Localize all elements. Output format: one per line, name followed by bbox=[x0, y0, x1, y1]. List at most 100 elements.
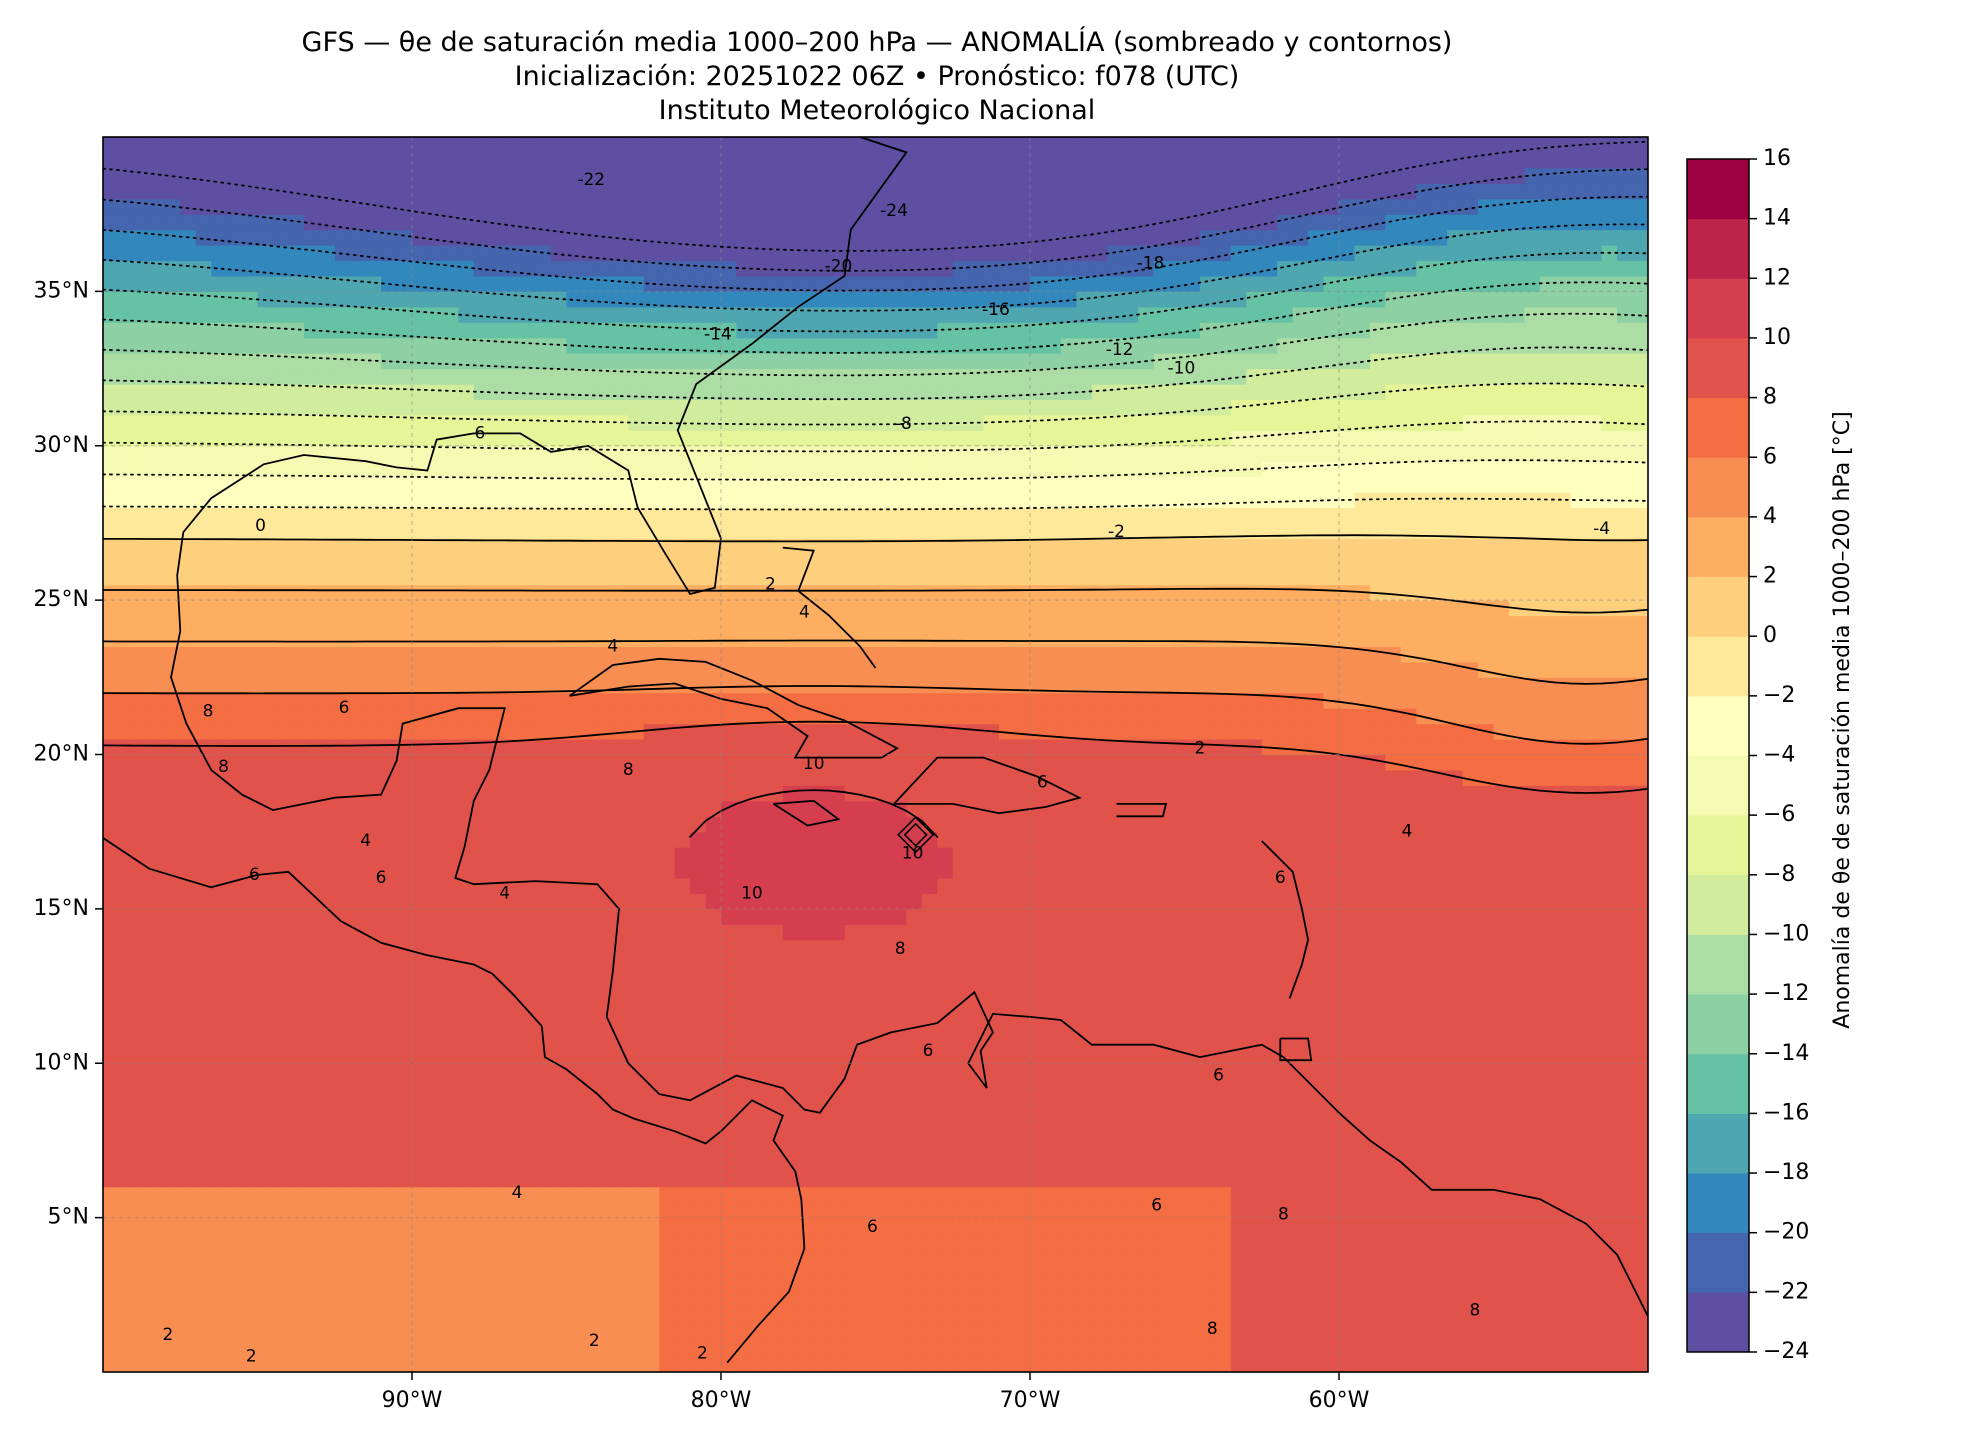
shade-cell bbox=[612, 1217, 629, 1234]
shade-cell bbox=[829, 600, 846, 617]
shade-cell bbox=[1632, 1263, 1648, 1280]
shade-cell bbox=[813, 1032, 830, 1049]
shade-cell bbox=[1184, 708, 1201, 725]
shade-cell bbox=[365, 800, 382, 817]
shade-cell bbox=[1107, 1310, 1124, 1327]
shade-cell bbox=[1045, 831, 1062, 848]
shade-cell bbox=[118, 769, 135, 786]
shade-cell bbox=[180, 1109, 197, 1126]
shade-cell bbox=[1138, 893, 1155, 910]
shade-cell bbox=[829, 1001, 846, 1018]
shade-cell bbox=[705, 677, 722, 694]
shade-cell bbox=[504, 1248, 521, 1265]
shade-cell bbox=[798, 970, 815, 987]
shade-cell bbox=[891, 615, 907, 632]
shade-cell bbox=[1107, 677, 1124, 694]
shade-cell bbox=[1076, 677, 1093, 694]
shade-cell bbox=[844, 1233, 861, 1250]
shade-cell bbox=[1400, 1001, 1417, 1018]
shade-cell bbox=[180, 1279, 197, 1296]
shade-cell bbox=[1617, 631, 1634, 647]
shade-cell bbox=[891, 631, 907, 647]
shade-cell bbox=[1014, 1155, 1031, 1172]
shade-cell bbox=[1447, 1263, 1464, 1280]
shade-cell bbox=[597, 1032, 614, 1049]
shade-cell bbox=[1632, 1186, 1648, 1203]
shade-cell bbox=[1200, 631, 1216, 647]
shade-cell bbox=[412, 847, 428, 864]
shade-cell bbox=[149, 1047, 166, 1064]
shade-cell bbox=[1030, 1356, 1046, 1372]
shade-cell bbox=[1339, 862, 1356, 879]
shade-cell bbox=[1385, 1016, 1402, 1033]
shade-cell bbox=[921, 785, 938, 802]
shade-cell bbox=[782, 1094, 799, 1111]
shade-cell bbox=[937, 1063, 954, 1080]
shade-cell bbox=[164, 1125, 181, 1141]
shade-cell bbox=[1076, 615, 1093, 632]
shade-cell bbox=[350, 970, 367, 987]
shade-cell bbox=[736, 816, 753, 833]
shade-cell bbox=[659, 1078, 676, 1095]
shade-cell bbox=[149, 924, 166, 941]
shade-cell bbox=[1617, 769, 1634, 786]
shade-cell bbox=[1524, 847, 1541, 864]
shade-cell bbox=[180, 1294, 197, 1311]
shade-cell bbox=[643, 1016, 660, 1033]
shade-cell bbox=[937, 1140, 954, 1157]
shade-cell bbox=[1478, 631, 1495, 647]
shade-cell bbox=[1261, 1202, 1278, 1219]
shade-cell bbox=[1555, 1356, 1572, 1372]
shade-cell bbox=[751, 1109, 768, 1126]
shade-cell bbox=[1153, 1047, 1170, 1064]
shade-cell bbox=[643, 955, 660, 972]
shade-cell bbox=[1153, 1155, 1170, 1172]
shade-cell bbox=[1045, 661, 1062, 678]
shade-cell bbox=[798, 1155, 815, 1172]
shade-cell bbox=[1354, 924, 1371, 941]
shade-cell bbox=[1400, 1016, 1417, 1033]
shade-cell bbox=[473, 1032, 490, 1049]
shade-cell bbox=[582, 615, 599, 632]
shade-cell bbox=[690, 847, 707, 864]
shade-cell bbox=[1509, 1341, 1526, 1358]
shade-cell bbox=[164, 739, 181, 756]
shade-cell bbox=[813, 1155, 830, 1172]
shade-cell bbox=[1230, 1263, 1247, 1280]
shade-cell bbox=[381, 1032, 398, 1049]
shade-cell bbox=[1153, 862, 1170, 879]
shade-cell bbox=[319, 1310, 336, 1327]
shade-cell bbox=[1308, 1171, 1325, 1188]
shade-cell bbox=[1091, 955, 1108, 972]
shade-cell bbox=[272, 893, 289, 910]
shade-cell bbox=[844, 1001, 861, 1018]
shade-cell bbox=[1478, 692, 1495, 709]
shade-cell bbox=[1153, 723, 1170, 740]
shade-cell bbox=[489, 1032, 506, 1049]
shade-cell bbox=[736, 754, 753, 771]
shade-cell bbox=[674, 692, 691, 709]
shade-cell bbox=[1153, 908, 1170, 925]
shade-cell bbox=[473, 1310, 490, 1327]
shade-cell bbox=[659, 847, 676, 864]
shade-cell bbox=[1539, 1016, 1556, 1033]
shade-cell bbox=[442, 878, 459, 894]
shade-cell bbox=[272, 1125, 289, 1141]
shade-cell bbox=[118, 1263, 135, 1280]
shade-cell bbox=[195, 924, 212, 941]
shade-cell bbox=[1030, 1279, 1046, 1296]
shade-cell bbox=[921, 661, 938, 678]
shade-cell bbox=[721, 1294, 737, 1311]
shade-cell bbox=[442, 986, 459, 1003]
shade-cell bbox=[1632, 1325, 1648, 1342]
shade-cell bbox=[566, 831, 583, 848]
shade-cell bbox=[1277, 1063, 1294, 1080]
shade-cell bbox=[860, 1356, 877, 1372]
shade-cell bbox=[906, 970, 923, 987]
shade-cell bbox=[983, 1356, 1000, 1372]
shade-cell bbox=[566, 1140, 583, 1157]
shade-cell bbox=[1122, 986, 1139, 1003]
shade-cell bbox=[195, 908, 212, 925]
shade-cell bbox=[1153, 615, 1170, 632]
shade-cell bbox=[211, 1263, 228, 1280]
